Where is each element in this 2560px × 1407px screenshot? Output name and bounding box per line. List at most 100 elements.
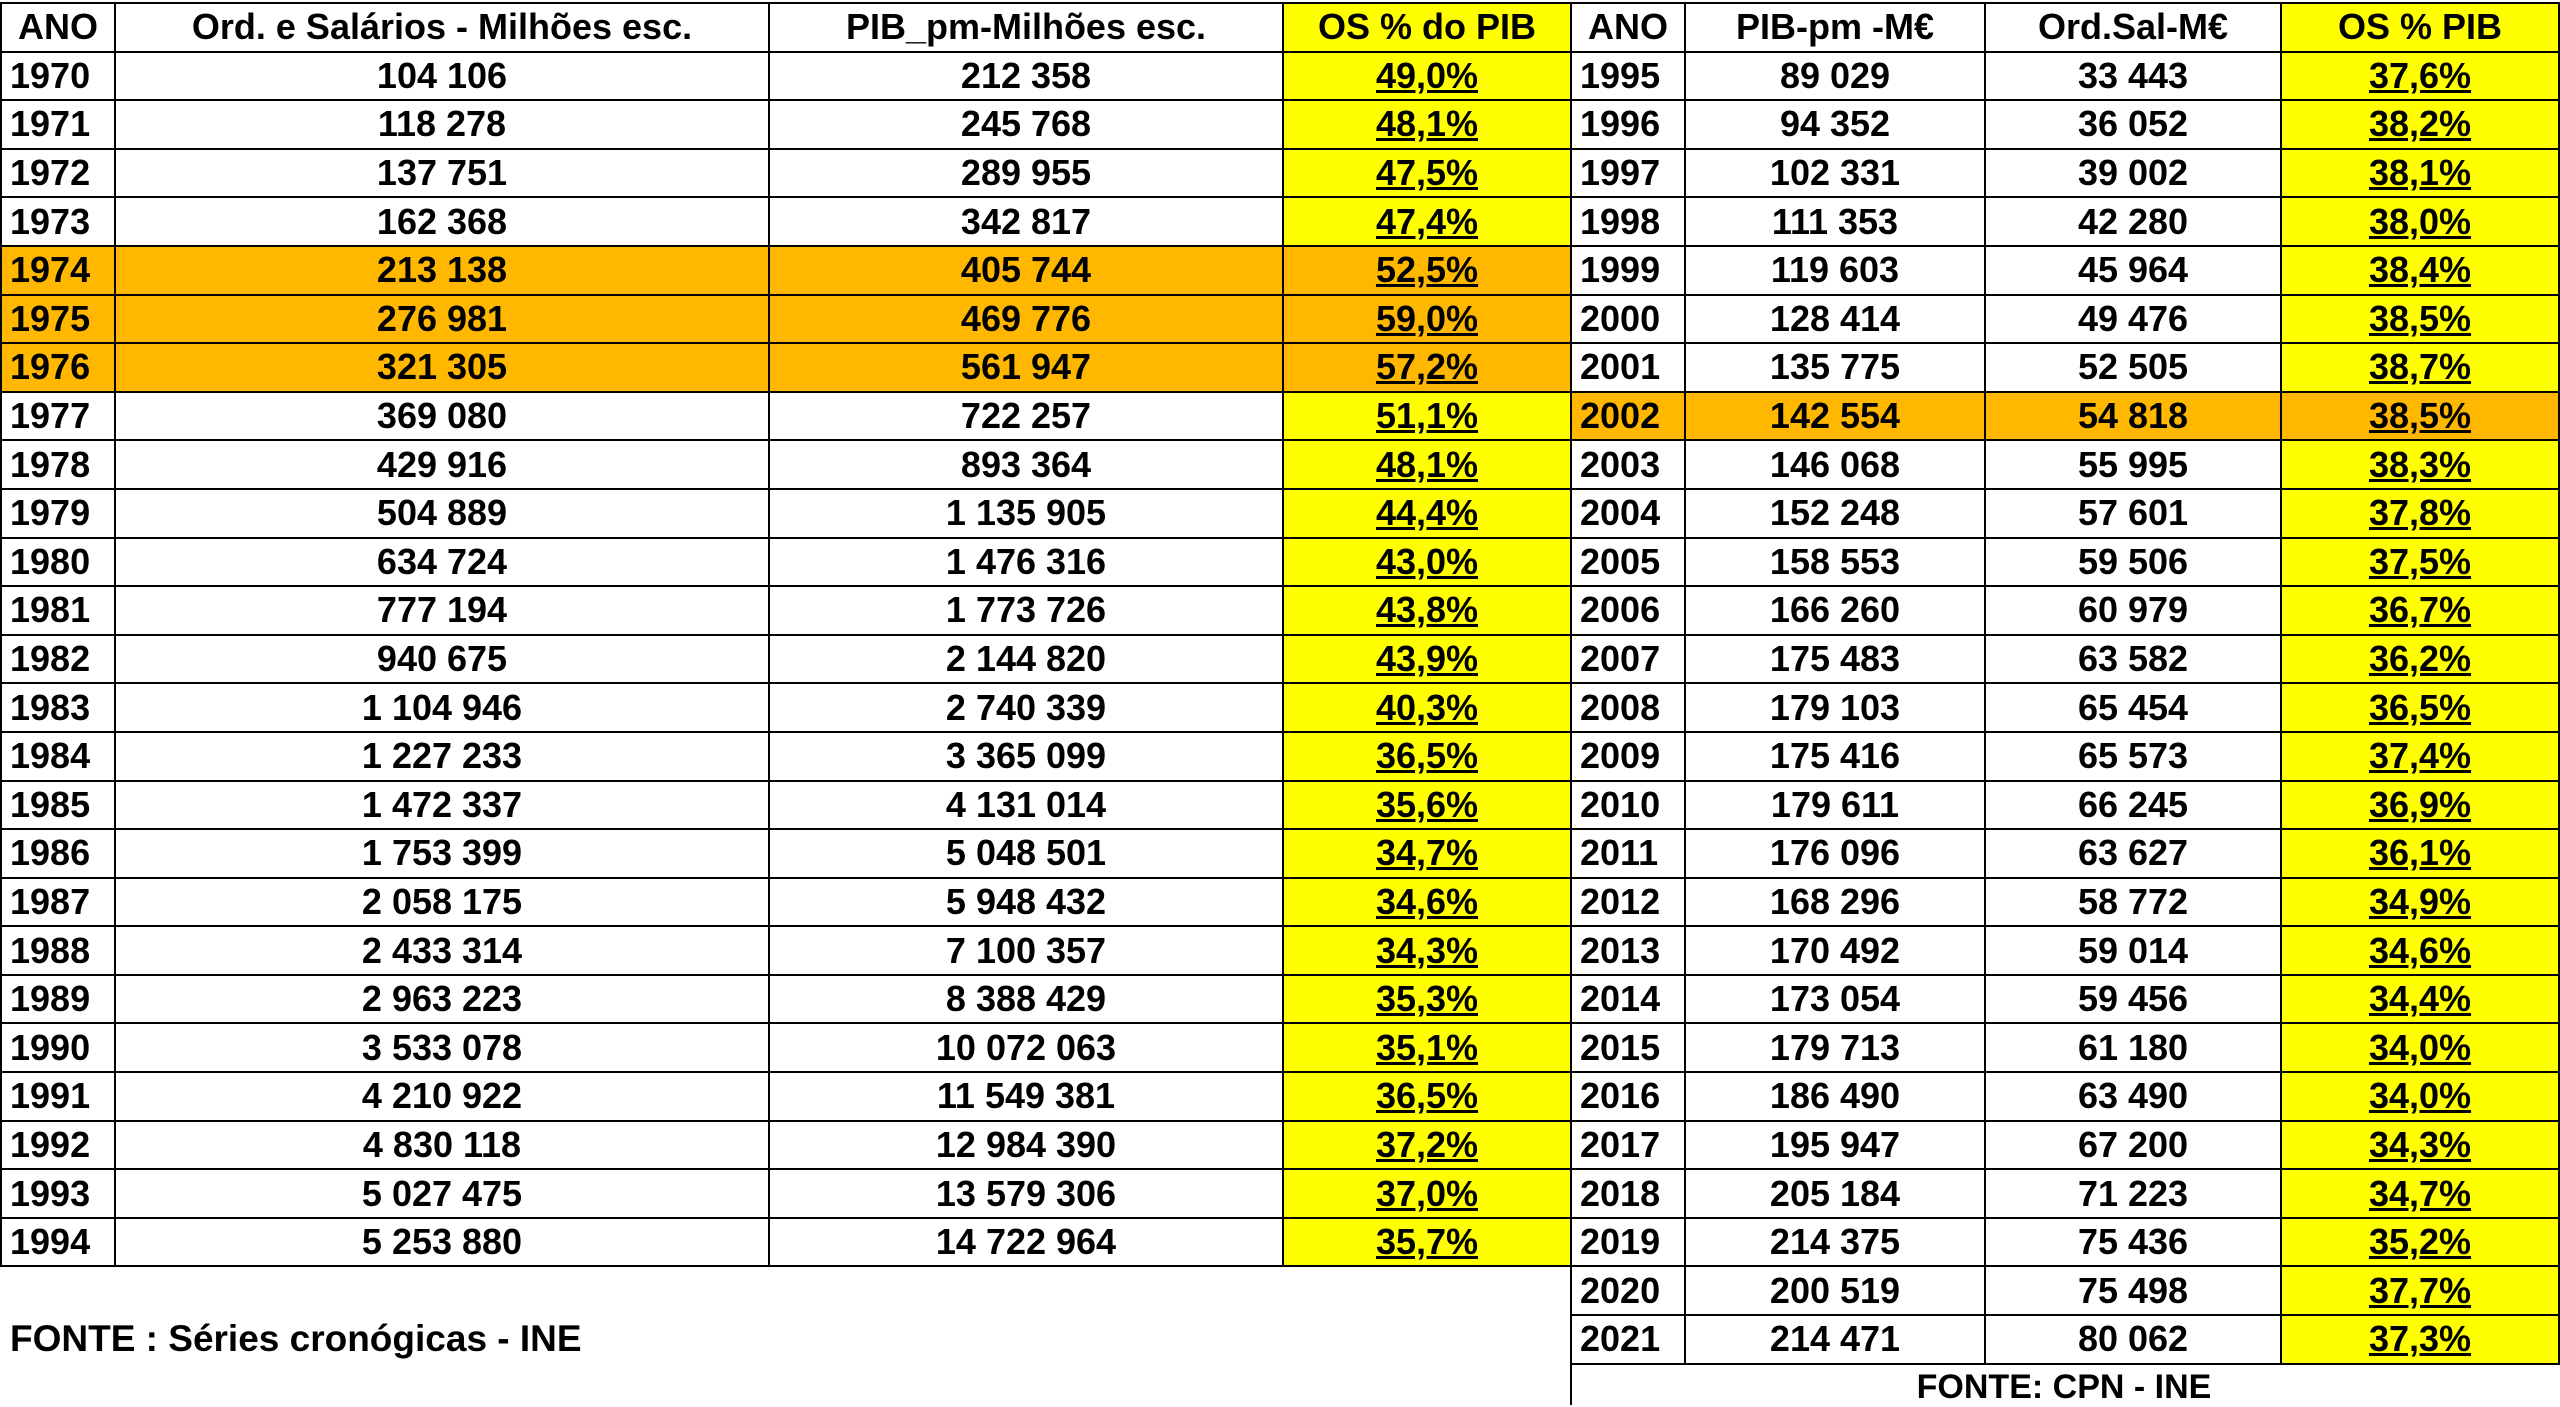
cell-percent: 36,5% — [2280, 682, 2560, 733]
header-os-pct: OS % do PIB — [1282, 2, 1572, 53]
cell-year: 1971 — [0, 99, 116, 150]
table-row: 1970 104 106 212 358 49,0% — [0, 50, 1572, 102]
cell-percent: 47,4% — [1282, 196, 1572, 247]
cell-value-1: 2 963 223 — [114, 973, 770, 1025]
cell-value-2: 63 582 — [1984, 633, 2282, 685]
cell-value-1: 179 713 — [1684, 1022, 1986, 1074]
cell-value-1: 214 471 — [1684, 1314, 1986, 1365]
cell-value-1: 429 916 — [114, 439, 770, 490]
cell-year: 1987 — [0, 876, 116, 928]
cell-value-2: 80 062 — [1984, 1314, 2282, 1365]
cell-percent: 36,1% — [2280, 828, 2560, 879]
cell-percent: 37,6% — [2280, 50, 2560, 102]
table-row: 1983 1 104 946 2 740 339 40,3% — [0, 682, 1572, 733]
cell-value-1: 777 194 — [114, 585, 770, 636]
table-row: 2019 214 375 75 436 35,2% — [1570, 1216, 2560, 1268]
cell-value-2: 58 772 — [1984, 876, 2282, 928]
cell-year: 1970 — [0, 50, 116, 102]
cell-value-1: 94 352 — [1684, 99, 1986, 150]
table-row: 1995 89 029 33 443 37,6% — [1570, 50, 2560, 102]
cell-percent: 38,1% — [2280, 147, 2560, 199]
cell-percent: 35,7% — [1282, 1216, 1572, 1268]
cell-value-2: 61 180 — [1984, 1022, 2282, 1074]
cell-value-2: 52 505 — [1984, 342, 2282, 393]
table-row: 1994 5 253 880 14 722 964 35,7% — [0, 1216, 1572, 1268]
table-row: 2000 128 414 49 476 38,5% — [1570, 293, 2560, 345]
cell-value-2: 59 506 — [1984, 536, 2282, 588]
table-row: 1975 276 981 469 776 59,0% — [0, 293, 1572, 345]
cell-year: 1973 — [0, 196, 116, 247]
cell-percent: 37,0% — [1282, 1168, 1572, 1219]
cell-percent: 37,8% — [2280, 487, 2560, 539]
cell-percent: 52,5% — [1282, 244, 1572, 296]
cell-percent: 57,2% — [1282, 342, 1572, 393]
header-ano: ANO — [0, 2, 116, 53]
cell-value-2: 2 740 339 — [768, 682, 1284, 733]
cell-year: 2005 — [1570, 536, 1686, 588]
cell-percent: 34,3% — [1282, 925, 1572, 976]
table-row: 2015 179 713 61 180 34,0% — [1570, 1022, 2560, 1074]
cell-value-1: 186 490 — [1684, 1071, 1986, 1122]
cell-year: 1991 — [0, 1071, 116, 1122]
table-1970-1994: ANO Ord. e Salários - Milhões esc. PIB_p… — [0, 2, 1572, 1268]
cell-year: 1979 — [0, 487, 116, 539]
cell-value-1: 135 775 — [1684, 342, 1986, 393]
table-row: 2018 205 184 71 223 34,7% — [1570, 1168, 2560, 1219]
cell-value-1: 200 519 — [1684, 1265, 1986, 1317]
cell-percent: 34,6% — [2280, 925, 2560, 976]
cell-value-1: 137 751 — [114, 147, 770, 199]
cell-value-1: 940 675 — [114, 633, 770, 685]
cell-percent: 47,5% — [1282, 147, 1572, 199]
cell-value-2: 66 245 — [1984, 779, 2282, 831]
cell-percent: 37,5% — [2280, 536, 2560, 588]
table-row: 2011 176 096 63 627 36,1% — [1570, 828, 2560, 879]
cell-percent: 35,2% — [2280, 1216, 2560, 1268]
cell-percent: 48,1% — [1282, 99, 1572, 150]
cell-year: 1988 — [0, 925, 116, 976]
cell-year: 1982 — [0, 633, 116, 685]
cell-value-1: 369 080 — [114, 390, 770, 442]
cell-year: 1994 — [0, 1216, 116, 1268]
cell-percent: 35,3% — [1282, 973, 1572, 1025]
cell-value-2: 561 947 — [768, 342, 1284, 393]
cell-value-1: 1 227 233 — [114, 730, 770, 782]
cell-percent: 43,0% — [1282, 536, 1572, 588]
cell-year: 1974 — [0, 244, 116, 296]
table-row: 1989 2 963 223 8 388 429 35,3% — [0, 973, 1572, 1025]
table-row: 1973 162 368 342 817 47,4% — [0, 196, 1572, 247]
table-row: 2007 175 483 63 582 36,2% — [1570, 633, 2560, 685]
cell-value-2: 59 456 — [1984, 973, 2282, 1025]
cell-value-2: 65 454 — [1984, 682, 2282, 733]
cell-value-1: 173 054 — [1684, 973, 1986, 1025]
table-row: 1998 111 353 42 280 38,0% — [1570, 196, 2560, 247]
cell-percent: 38,4% — [2280, 244, 2560, 296]
cell-value-1: 1 472 337 — [114, 779, 770, 831]
cell-percent: 36,5% — [1282, 1071, 1572, 1122]
cell-value-2: 45 964 — [1984, 244, 2282, 296]
cell-value-1: 321 305 — [114, 342, 770, 393]
cell-percent: 36,9% — [2280, 779, 2560, 831]
cell-value-2: 469 776 — [768, 293, 1284, 345]
cell-percent: 35,6% — [1282, 779, 1572, 831]
cell-value-1: 168 296 — [1684, 876, 1986, 928]
cell-year: 1992 — [0, 1119, 116, 1171]
cell-value-2: 36 052 — [1984, 99, 2282, 150]
cell-percent: 36,5% — [1282, 730, 1572, 782]
cell-year: 1981 — [0, 585, 116, 636]
cell-year: 1983 — [0, 682, 116, 733]
cell-year: 2013 — [1570, 925, 1686, 976]
table-row: 1982 940 675 2 144 820 43,9% — [0, 633, 1572, 685]
header-row: ANO PIB-pm -M€ Ord.Sal-M€ OS % PIB — [1570, 2, 2560, 53]
cell-percent: 49,0% — [1282, 50, 1572, 102]
cell-value-2: 245 768 — [768, 99, 1284, 150]
cell-value-1: 214 375 — [1684, 1216, 1986, 1268]
header-ord-salarios: Ord. e Salários - Milhões esc. — [114, 2, 770, 53]
cell-value-1: 162 368 — [114, 196, 770, 247]
cell-year: 2015 — [1570, 1022, 1686, 1074]
cell-value-2: 4 131 014 — [768, 779, 1284, 831]
cell-value-1: 146 068 — [1684, 439, 1986, 490]
cell-value-2: 54 818 — [1984, 390, 2282, 442]
cell-value-1: 142 554 — [1684, 390, 1986, 442]
cell-year: 2000 — [1570, 293, 1686, 345]
cell-percent: 43,8% — [1282, 585, 1572, 636]
